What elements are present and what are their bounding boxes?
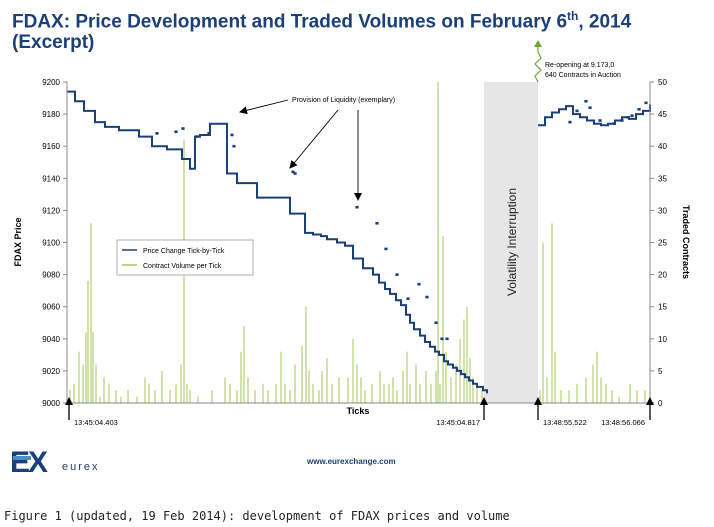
- price-marker-7: [291, 170, 295, 174]
- time-marker-3: 13:48:55.522: [534, 397, 587, 427]
- y2-tick-label-0: 0: [658, 399, 663, 408]
- reopening-arrow-head: [534, 40, 542, 47]
- y-tick-label-0: 9000: [42, 399, 60, 408]
- y-tick-label-8: 9160: [42, 142, 60, 151]
- chart-title-tail: , 2014: [578, 11, 632, 33]
- time-label-2: 13:45:04.817: [436, 418, 480, 427]
- liquidity-arrow-2: [289, 109, 339, 169]
- y2-tick-label-5: 25: [658, 239, 667, 248]
- y2-tick-label-4: 20: [658, 271, 667, 280]
- y2-tick-label-9: 45: [658, 110, 667, 119]
- y-tick-label-3: 9060: [42, 303, 60, 312]
- time-marker-4: 13:48:56.066: [601, 397, 654, 427]
- eurex-logo: EX eurex: [10, 446, 100, 479]
- reopening-annotation-line1: Re-opening at 9.173,0: [545, 62, 614, 69]
- y-axis-ticks: 9000 9020 9040 9060 9080 9100 9120 9140 9160 9180…: [42, 78, 67, 408]
- logo-letters: EX: [10, 446, 48, 479]
- price-line-segment-0: [67, 90, 488, 394]
- price-marker-15: [425, 295, 429, 299]
- time-label-1: 13:45:04.403: [74, 418, 118, 427]
- chart: Volatility Interruption 9000 9020 9040 9060…: [13, 40, 691, 427]
- price-marker-16: [434, 321, 438, 325]
- y-tick-label-9: 9180: [42, 110, 60, 119]
- price-marker-11: [384, 247, 388, 251]
- price-line-segment-1: [538, 104, 651, 127]
- price-marker-21: [584, 99, 588, 103]
- y2-tick-label-1: 5: [658, 367, 663, 376]
- y2-tick-label-2: 10: [658, 335, 667, 344]
- y-tick-label-7: 9140: [42, 174, 60, 183]
- price-marker-12: [395, 273, 399, 276]
- time-label-3: 13:48:55.522: [543, 418, 587, 427]
- time-marker-1: 13:45:04.403: [65, 397, 118, 427]
- legend: Price Change Tick-by-Tick Contract Volum…: [116, 239, 254, 276]
- chart-title: FDAX: Price Development and Traded Volum…: [12, 6, 712, 53]
- y-tick-label-2: 9040: [42, 335, 60, 344]
- website-url[interactable]: www.eurexchange.com: [307, 457, 396, 466]
- price-marker-4: [207, 132, 211, 135]
- price-marker-6: [232, 144, 236, 148]
- price-marker-14: [417, 282, 421, 286]
- price-marker-20: [575, 109, 579, 113]
- liquidity-annotation: Provision of Liquidity (exemplary): [292, 97, 395, 104]
- price-marker-29: [644, 101, 648, 105]
- price-marker-23: [598, 119, 602, 122]
- volatility-interruption-shade: [484, 82, 538, 403]
- price-marker-5: [230, 133, 234, 137]
- price-marker-2: [181, 127, 185, 130]
- price-marker-1: [174, 130, 178, 134]
- logo-bar: [13, 456, 31, 460]
- price-marker-13: [406, 297, 410, 300]
- y-tick-label-5: 9100: [42, 239, 60, 248]
- y2-tick-label-10: 50: [658, 78, 667, 87]
- price-marker-27: [630, 114, 634, 118]
- y2-tick-label-7: 35: [658, 174, 667, 183]
- chart-title-main: FDAX: Price Development and Traded Volum…: [12, 11, 568, 33]
- logo-wordmark: eurex: [62, 461, 100, 473]
- y2-tick-label-6: 30: [658, 206, 667, 215]
- price-marker-17: [440, 337, 444, 341]
- price-marker-26: [626, 116, 630, 119]
- price-marker-9: [355, 205, 359, 209]
- volatility-interruption-label: Volatility Interruption: [505, 188, 519, 296]
- y2-axis-ticks: 0 5 10 15 20 25 30 35 40 45 50: [650, 78, 667, 408]
- price-marker-8: [293, 172, 297, 175]
- x-axis-label: Ticks: [347, 406, 370, 416]
- chart-title-line2: (Excerpt): [12, 32, 95, 54]
- liquidity-arrow-1: [239, 99, 289, 115]
- price-marker-28: [637, 107, 641, 111]
- reopening-annotation-line2: 640 Contracts in Auction: [545, 72, 621, 79]
- y-tick-label-1: 9020: [42, 367, 60, 376]
- y2-tick-label-8: 40: [658, 142, 667, 151]
- y-tick-label-10: 9200: [42, 78, 60, 87]
- price-marker-3: [195, 135, 199, 138]
- y2-axis-label: Traded Contracts: [681, 205, 691, 279]
- price-series: [67, 90, 651, 394]
- y-tick-label-4: 9080: [42, 271, 60, 280]
- legend-box: [116, 239, 254, 276]
- price-marker-19: [568, 120, 572, 124]
- price-marker-18: [445, 337, 449, 341]
- y2-tick-label-3: 15: [658, 303, 667, 312]
- price-marker-24: [612, 122, 616, 126]
- y-tick-label-6: 9120: [42, 206, 60, 215]
- price-marker-0: [155, 132, 159, 135]
- y-axis-label: FDAX Price: [13, 217, 23, 266]
- time-label-4: 13:48:56.066: [601, 418, 645, 427]
- figure-caption: Figure 1 (updated, 19 Feb 2014): develop…: [4, 509, 510, 523]
- price-marker-22: [588, 106, 592, 109]
- legend-volume-label: Contract Volume per Tick: [143, 263, 222, 270]
- chart-title-sup: th: [567, 9, 579, 23]
- price-markers: [155, 99, 648, 341]
- price-marker-10: [375, 221, 379, 225]
- reopening-volume-spike: [534, 44, 542, 83]
- time-marker-2: 13:45:04.817: [436, 397, 488, 427]
- price-marker-25: [620, 119, 624, 122]
- legend-price-label: Price Change Tick-by-Tick: [143, 248, 225, 255]
- volume-bars: [69, 82, 646, 403]
